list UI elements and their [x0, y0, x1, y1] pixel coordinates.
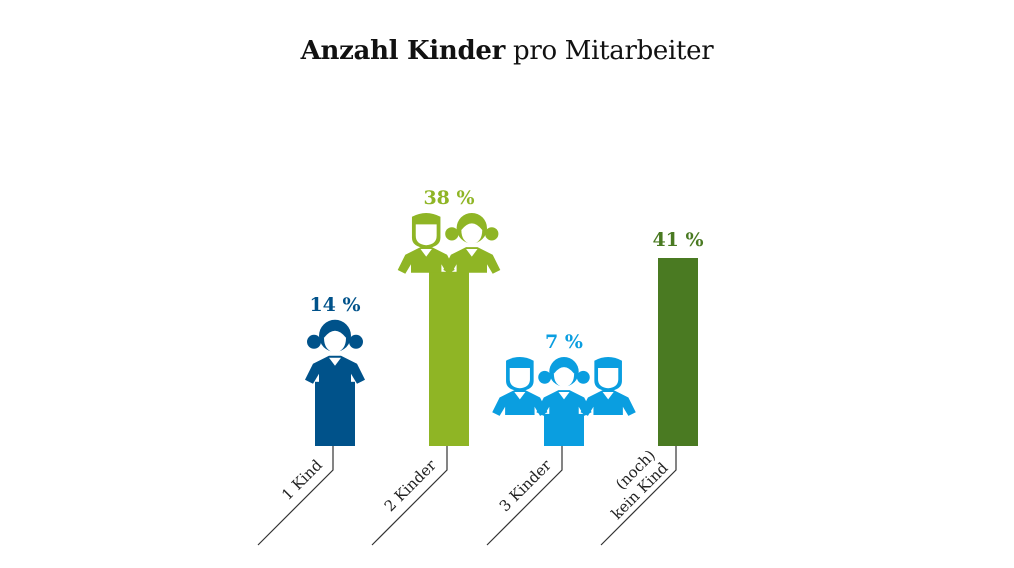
boy-face	[415, 224, 437, 246]
bar-3	[544, 413, 584, 446]
girl-face	[324, 330, 346, 353]
pigtail-left	[538, 370, 552, 384]
girl-figure-icon	[536, 357, 592, 416]
collar	[466, 249, 478, 257]
collar	[329, 357, 341, 366]
girl-face	[553, 367, 575, 388]
value-label-1: 14 %	[309, 294, 360, 316]
body	[580, 390, 636, 416]
leader-line-2	[371, 446, 448, 546]
pigtail-left	[445, 227, 459, 241]
collar	[558, 391, 570, 400]
collar	[420, 249, 432, 257]
boy-figure-icon	[397, 212, 455, 274]
pigtail-right	[576, 370, 590, 384]
body	[443, 247, 501, 274]
girl-figure-icon	[305, 319, 365, 384]
category-label-4: (noch)kein Kind	[595, 446, 672, 523]
bar-1	[315, 381, 355, 446]
body	[397, 247, 455, 274]
body	[536, 390, 592, 416]
girl-face	[461, 223, 483, 245]
body	[492, 390, 548, 416]
leader-line-3	[486, 446, 563, 546]
chart-title: Anzahl Kinder pro Mitarbeiter	[0, 36, 1014, 66]
boy-figure-icon	[492, 357, 548, 416]
chart-title-rest: pro Mitarbeiter	[512, 36, 714, 66]
collar	[514, 391, 526, 400]
value-label-2: 38 %	[423, 187, 474, 209]
collar	[602, 391, 614, 400]
boy-face	[509, 368, 530, 389]
category-label-1: 1 Kind	[278, 456, 326, 504]
leader-line-4	[600, 446, 677, 546]
pigtail-right	[485, 227, 499, 241]
boy-figure-icon	[580, 357, 636, 416]
boy-face	[598, 368, 619, 389]
bar-4	[658, 258, 698, 446]
chart-title-bold: Anzahl Kinder	[300, 36, 506, 66]
value-label-3: 7 %	[545, 331, 583, 353]
leader-line-1	[257, 446, 334, 546]
pigtail-right	[349, 334, 363, 349]
value-label-4: 41 %	[652, 229, 703, 251]
body	[305, 355, 365, 384]
pigtail-left	[307, 334, 321, 349]
girl-figure-icon	[443, 212, 501, 274]
bar-2	[429, 271, 469, 446]
